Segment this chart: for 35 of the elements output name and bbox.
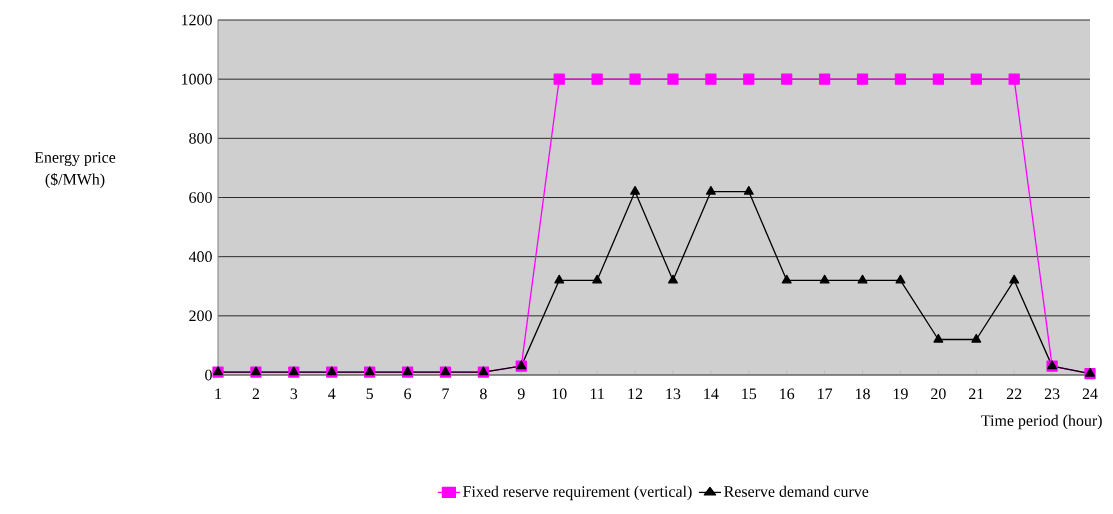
x-tick-label: 9 [517,388,525,400]
x-tick-label: 18 [855,388,870,400]
x-tick-label: 2 [252,388,260,400]
y-tick-label: 1200 [182,14,212,26]
x-tick-label: 3 [290,388,298,400]
x-tick-label: 1 [215,388,222,400]
x-tick-label: 15 [742,388,757,400]
y-axis-title: Energy price ($/MWh) [34,152,116,188]
x-tick-label: 22 [1006,388,1022,400]
x-tick-label: 8 [480,388,487,400]
legend-label: Fixed reserve requirement (vertical) [463,485,692,501]
x-tick-label: 19 [893,388,908,400]
y-tick-label: 800 [189,132,212,144]
y-tick-label: 200 [189,310,212,322]
x-tick-label: 7 [442,388,450,399]
x-tick-label: 14 [704,388,719,400]
x-tick-label: 23 [1044,388,1060,400]
x-tick-label: 17 [818,388,833,400]
y-tick-label: 400 [188,251,212,263]
x-tick-label: 10 [552,388,567,400]
x-tick-label: 12 [628,388,643,400]
y-tick-label: 1000 [182,73,212,85]
x-axis-title: Time period (hour) [981,414,1102,430]
x-tick-label: 21 [969,388,984,400]
x-tick-label: 13 [666,388,681,400]
x-tick-label: 24 [1082,388,1098,400]
x-tick-label: 16 [780,388,795,400]
x-tick-label: 4 [328,388,336,399]
x-tick-label: 6 [404,388,412,400]
x-tick-label: 5 [366,388,374,400]
y-tick-label: 0 [205,369,212,381]
x-tick-label: 11 [590,388,604,400]
legend-label: Reserve demand curve [724,485,869,497]
y-tick-label: 600 [189,192,212,203]
x-tick-label: 20 [931,388,946,400]
